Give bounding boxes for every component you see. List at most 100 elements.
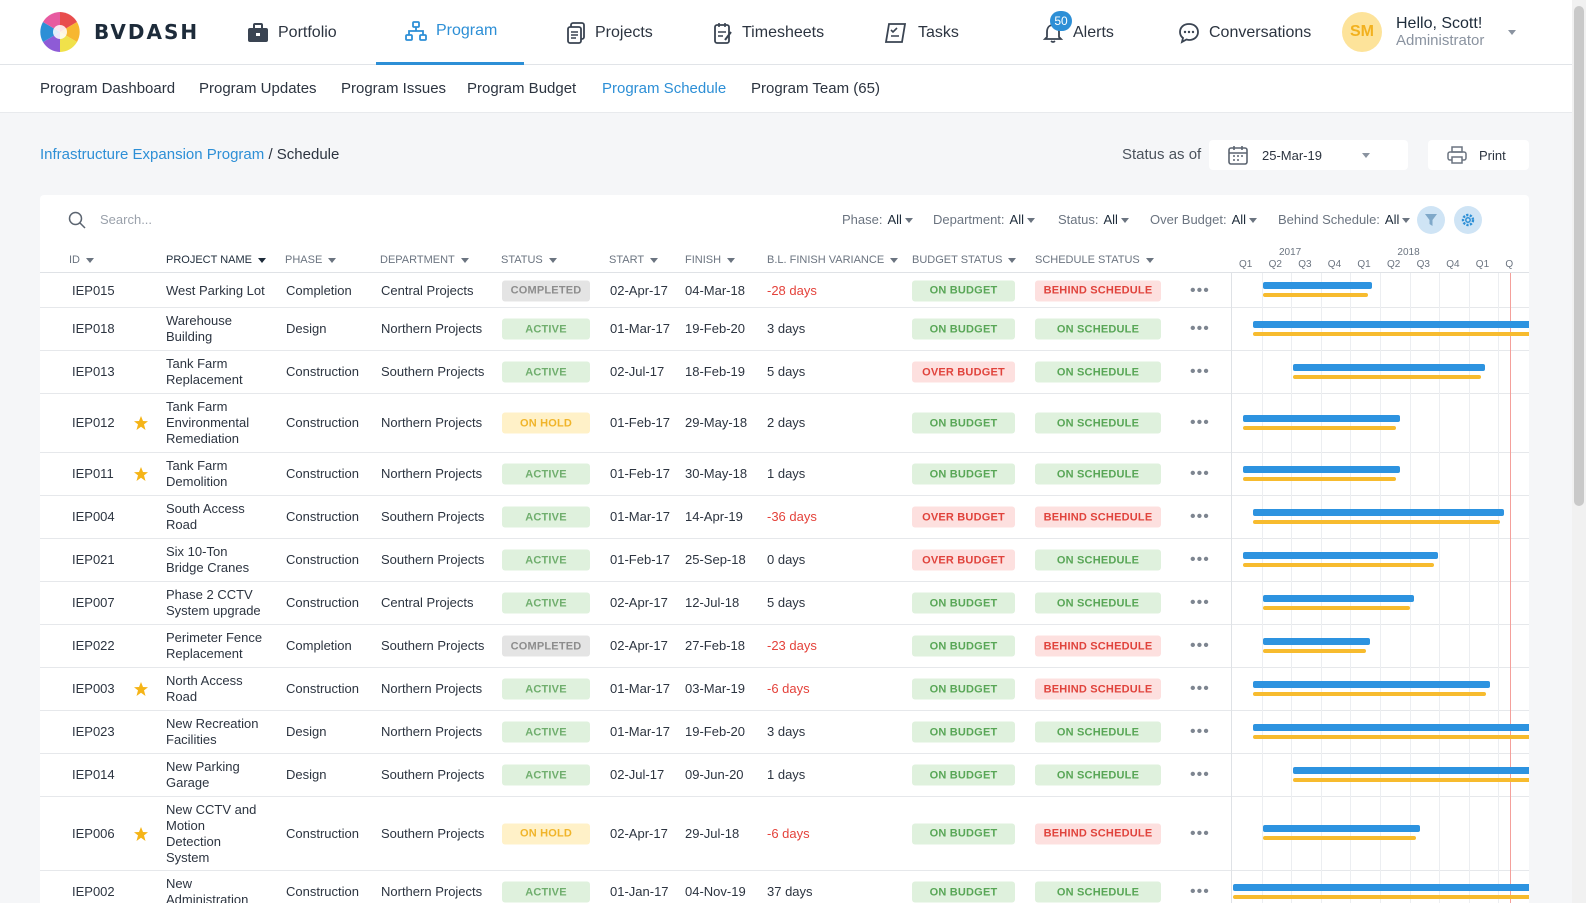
filter-status[interactable]: Status: All [1058,212,1129,227]
more-options-icon[interactable]: ••• [1190,281,1210,299]
table-row[interactable]: IEP012 Tank Farm Environmental Remediatio… [40,394,1529,453]
cell-project-name[interactable]: Six 10-Ton Bridge Cranes [166,544,250,575]
gantt-baseline-bar[interactable] [1242,425,1397,430]
table-row[interactable]: IEP018 Warehouse Building Design Northern P… [40,308,1529,351]
cell-project-name[interactable]: Tank Farm Demolition [166,458,228,489]
gantt-actual-bar[interactable] [1252,320,1529,328]
more-options-icon[interactable]: ••• [1190,363,1210,380]
column-header-department[interactable]: DEPARTMENT [380,254,469,266]
table-row[interactable]: IEP021 Six 10-Ton Bridge Cranes Constructi… [40,539,1529,582]
gantt-baseline-bar[interactable] [1252,734,1529,739]
cell-project-name[interactable]: North Access Road [166,673,243,704]
more-options-icon[interactable]: ••• [1190,723,1210,740]
breadcrumb-program-link[interactable]: Infrastructure Expansion Program [40,146,265,163]
tab-program-schedule[interactable]: Program Schedule [602,80,727,97]
tab-program-dashboard[interactable]: Program Dashboard [40,80,176,97]
more-options-icon[interactable]: ••• [1190,320,1210,337]
table-row[interactable]: IEP002 New Administration Construction Nort… [40,871,1529,903]
table-row[interactable]: IEP023 New Recreation Facilities Design Nor… [40,711,1529,754]
more-options-icon[interactable]: ••• [1190,551,1210,568]
gantt-baseline-bar[interactable] [1292,777,1529,782]
filter-over-budget[interactable]: Over Budget: All [1150,212,1258,227]
table-row[interactable]: IEP015 West Parking Lot Completion Central … [40,274,1529,308]
star-icon[interactable] [133,415,149,431]
tab-program-updates[interactable]: Program Updates [199,80,317,97]
filter-phase[interactable]: Phase: All [842,212,913,227]
table-row[interactable]: IEP011 Tank Farm Demolition Construction No… [40,453,1529,496]
filter-behind-schedule[interactable]: Behind Schedule: All [1278,212,1411,227]
gantt-actual-bar[interactable] [1292,363,1486,371]
more-options-icon[interactable]: ••• [1190,508,1210,525]
gantt-actual-bar[interactable] [1242,551,1439,559]
gantt-baseline-bar[interactable] [1252,331,1529,336]
user-menu[interactable]: SM Hello, Scott! Administrator [1342,12,1517,52]
gantt-actual-bar[interactable] [1242,414,1401,422]
app-logo[interactable]: BVDASH [40,12,199,52]
nav-projects[interactable]: Projects [566,0,653,65]
cell-project-name[interactable]: South Access Road [166,501,245,532]
cell-project-name[interactable]: New CCTV and Motion Detection System [166,801,257,865]
gantt-baseline-bar[interactable] [1233,894,1529,899]
cell-project-name[interactable]: Tank Farm Environmental Remediation [166,399,250,446]
more-options-icon[interactable]: ••• [1190,637,1210,654]
table-row[interactable]: IEP022 Perimeter Fence Replacement Complet… [40,625,1529,668]
gantt-actual-bar[interactable] [1292,766,1529,774]
column-header-project-name[interactable]: PROJECT NAME [166,254,266,266]
table-row[interactable]: IEP004 South Access Road Construction South… [40,496,1529,539]
column-header-budget-status[interactable]: BUDGET STATUS [912,254,1017,266]
gantt-baseline-bar[interactable] [1242,476,1397,481]
page-scrollbar[interactable] [1572,0,1586,903]
table-row[interactable]: IEP013 Tank Farm Replacement Construction S… [40,351,1529,394]
gantt-actual-bar[interactable] [1262,825,1420,832]
gantt-actual-bar[interactable] [1252,508,1504,516]
search-input[interactable]: Search... [100,212,153,227]
gantt-actual-bar[interactable] [1262,594,1415,602]
star-icon[interactable] [133,826,149,842]
gantt-baseline-bar[interactable] [1252,519,1500,524]
star-icon[interactable] [133,681,149,697]
cell-project-name[interactable]: New Administration [166,876,249,903]
more-options-icon[interactable]: ••• [1190,414,1210,431]
gantt-actual-bar[interactable] [1262,282,1373,289]
cell-project-name[interactable]: Phase 2 CCTV System upgrade [166,587,261,618]
column-header-schedule-status[interactable]: SCHEDULE STATUS [1035,254,1154,266]
nav-alerts[interactable]: 50 Alerts [1042,0,1114,65]
cell-project-name[interactable]: New Recreation Facilities [166,716,259,747]
cell-project-name[interactable]: Perimeter Fence Replacement [166,630,263,661]
nav-conversations[interactable]: Conversations [1178,0,1311,65]
gantt-actual-bar[interactable] [1242,465,1401,473]
gantt-baseline-bar[interactable] [1262,836,1416,840]
filter-department[interactable]: Department: All [933,212,1035,227]
cell-project-name[interactable]: New Parking Garage [166,759,240,790]
nav-program[interactable]: Program [376,0,524,65]
gantt-baseline-bar[interactable] [1262,293,1369,297]
nav-tasks[interactable]: Tasks [883,0,959,65]
column-header-status[interactable]: STATUS [501,254,557,266]
more-options-icon[interactable]: ••• [1190,824,1210,842]
gantt-baseline-bar[interactable] [1262,648,1366,653]
column-header-finish[interactable]: FINISH [685,254,736,266]
gantt-actual-bar[interactable] [1252,680,1491,688]
gantt-actual-bar[interactable] [1233,883,1529,891]
more-options-icon[interactable]: ••• [1190,766,1210,783]
nav-portfolio[interactable]: Portfolio [247,0,337,65]
gantt-baseline-bar[interactable] [1292,374,1482,379]
tab-program-team[interactable]: Program Team (65) [751,80,880,97]
cell-project-name[interactable]: West Parking Lot [166,282,265,298]
cell-project-name[interactable]: Tank Farm Replacement [166,356,243,387]
gantt-baseline-bar[interactable] [1262,605,1411,610]
scrollbar-thumb[interactable] [1574,6,1584,506]
more-options-icon[interactable]: ••• [1190,465,1210,482]
column-header-start[interactable]: START [609,254,659,266]
filter-button[interactable] [1417,206,1445,234]
tab-program-issues[interactable]: Program Issues [341,80,447,97]
column-header-phase[interactable]: PHASE [285,254,337,266]
gantt-actual-bar[interactable] [1262,637,1370,645]
table-row[interactable]: IEP007 Phase 2 CCTV System upgrade Constru… [40,582,1529,625]
more-options-icon[interactable]: ••• [1190,883,1210,900]
tab-program-budget[interactable]: Program Budget [467,80,577,97]
gantt-baseline-bar[interactable] [1242,562,1435,567]
gantt-actual-bar[interactable] [1252,723,1529,731]
table-row[interactable]: IEP006 New CCTV and Motion Detection Syst… [40,797,1529,871]
more-options-icon[interactable]: ••• [1190,680,1210,697]
